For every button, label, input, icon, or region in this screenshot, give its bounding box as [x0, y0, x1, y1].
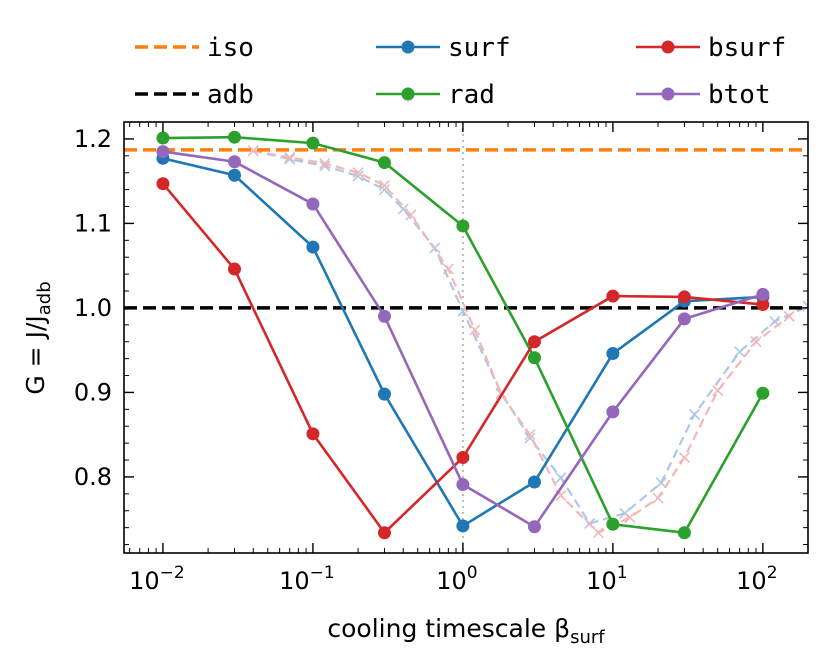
x-tick-label: 102: [736, 563, 777, 595]
faint-series-point: [712, 385, 724, 397]
faint-series-point: [750, 336, 762, 348]
legend-label: iso: [207, 33, 254, 63]
faint-series-point: [624, 511, 636, 524]
faint-series-point: [592, 527, 604, 539]
y-axis-label: G = J/Jadb: [21, 281, 55, 394]
faint-series-point: [284, 151, 296, 164]
series-btot-point: [756, 287, 770, 301]
series-rad-point: [156, 131, 170, 145]
legend-label: rad: [448, 80, 495, 110]
faint-series-line: [253, 149, 790, 535]
legend-label: surf: [448, 33, 511, 63]
series-rad-point: [756, 386, 770, 400]
legend-item-rad: rad: [376, 80, 495, 110]
faint-series-point: [352, 167, 364, 179]
series-btot-point: [156, 145, 170, 159]
series-bsurf-point: [456, 451, 470, 465]
faint-series-point: [652, 492, 664, 504]
faint-series-point: [397, 203, 409, 215]
series-rad-point: [606, 517, 620, 531]
legend-label: btot: [708, 80, 771, 110]
faint-series-point: [442, 263, 454, 275]
faint-series-point: [319, 160, 331, 172]
faint-series-point: [802, 300, 808, 312]
faint-series-point: [405, 209, 417, 221]
series-btot-point: [227, 155, 241, 169]
legend-item-bsurf: bsurf: [636, 33, 786, 63]
x-axis-label: cooling timescale βsurf: [327, 614, 605, 648]
series-btot-point: [527, 520, 541, 534]
series-surf-point: [227, 168, 241, 182]
x-tick-label: 10−1: [279, 563, 335, 595]
legend-marker: [661, 40, 675, 54]
faint-series-point: [688, 408, 701, 420]
legend-marker: [661, 87, 675, 101]
series-surf-point: [306, 240, 320, 254]
x-tick-label: 10−2: [129, 563, 185, 595]
faint-series-point: [524, 429, 536, 441]
faint-series-point: [247, 145, 259, 157]
series-btot-point: [456, 478, 470, 492]
faint-series-line: [252, 149, 808, 525]
legend-marker: [401, 87, 415, 101]
legend-marker: [401, 40, 415, 54]
series-surf-point: [527, 475, 541, 489]
faint-series-point: [783, 310, 795, 322]
y-tick-label: 1.2: [74, 125, 112, 153]
legend-item-adb: adb: [135, 80, 254, 110]
series-rad-point: [377, 156, 391, 170]
legend-item-btot: btot: [636, 80, 771, 110]
y-tick-label: 0.8: [74, 463, 112, 491]
x-tick-label: 100: [436, 563, 477, 595]
faint-series-point: [319, 157, 331, 169]
faint-series-point: [734, 346, 746, 358]
series-surf-point: [606, 347, 620, 361]
series-rad-point: [456, 219, 470, 233]
series-bsurf-point: [156, 177, 170, 191]
y-tick-label: 0.9: [74, 378, 112, 406]
legend-label: adb: [207, 80, 254, 110]
y-tick-label: 1.0: [74, 294, 112, 322]
series-bsurf-point: [677, 290, 691, 304]
series-rad-point: [306, 136, 320, 150]
series-bsurf-point: [606, 289, 620, 303]
plot-frame: [123, 121, 809, 554]
series-bsurf-point: [377, 526, 391, 540]
series-bsurf-point: [527, 335, 541, 349]
series-bsurf-point: [756, 298, 770, 312]
legend-label: bsurf: [708, 33, 786, 63]
faint-series-point: [469, 324, 481, 336]
series-surf-point: [377, 387, 391, 401]
series-surf-point: [456, 519, 470, 533]
faint-series-point: [378, 179, 391, 191]
series-btot-point: [377, 309, 391, 323]
faint-series-point: [678, 451, 690, 464]
faint-series-point: [378, 184, 391, 196]
legend-item-iso: iso: [135, 33, 254, 63]
y-tick-label: 1.1: [74, 209, 112, 237]
series-bsurf-point: [306, 427, 320, 441]
series-btot-point: [677, 312, 691, 326]
series-rad-point: [227, 130, 241, 144]
x-tick-label: 101: [586, 563, 627, 595]
series-rad-point: [677, 526, 691, 540]
series-bsurf-point: [227, 262, 241, 276]
series-btot-point: [306, 197, 320, 211]
series-rad-point: [527, 351, 541, 365]
axis-labels: cooling timescale βsurf G = J/Jadb: [21, 281, 605, 648]
series-btot-point: [606, 405, 620, 419]
plot-area: 0.8 0.9 1.0 1.1 1.2 10−2 10−1 100 101 102: [74, 121, 809, 595]
legend: iso surf bsurf adb rad btot: [135, 33, 786, 110]
legend-item-surf: surf: [376, 33, 511, 63]
